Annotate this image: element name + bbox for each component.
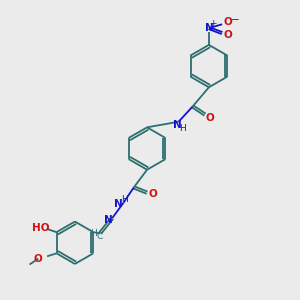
Text: C: C [96,232,103,241]
Text: H: H [180,124,186,133]
Text: O: O [224,31,233,40]
Text: −: − [230,13,239,26]
Text: N: N [103,215,112,225]
Text: N: N [173,120,182,130]
Text: H: H [122,195,128,204]
Text: H: H [90,230,97,238]
Text: O: O [206,112,215,123]
Text: +: + [209,19,216,28]
Text: N: N [205,23,213,33]
Text: O: O [34,254,43,264]
Text: HO: HO [32,223,49,233]
Text: N: N [114,199,123,209]
Text: O: O [223,17,232,27]
Text: O: O [148,190,157,200]
